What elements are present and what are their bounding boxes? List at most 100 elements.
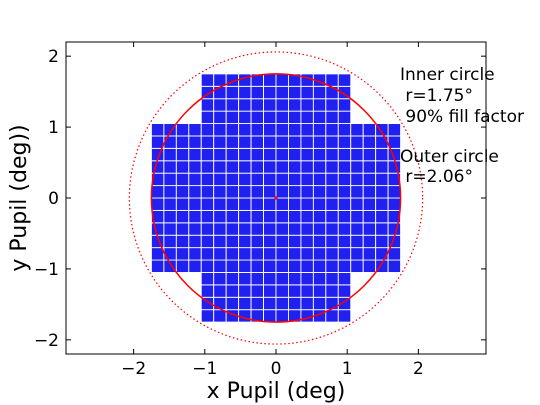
sensor-tile [350, 197, 364, 211]
sensor-tile [300, 110, 314, 124]
sensor-tile [300, 98, 314, 112]
sensor-tile [188, 160, 202, 174]
sensor-tile [213, 222, 227, 236]
sensor-tile [225, 147, 240, 162]
sensor-tile [250, 222, 264, 236]
sensor-tile [250, 234, 264, 249]
sensor-tile [200, 185, 215, 199]
sensor-tile [163, 135, 177, 149]
sensor-tile [188, 135, 202, 149]
sensor-tile [337, 98, 352, 112]
sensor-tile [250, 98, 264, 112]
sensor-tile [375, 222, 389, 236]
sensor-tile [238, 209, 252, 224]
sensor-tile [325, 172, 339, 187]
sensor-tile [200, 147, 215, 162]
sensor-tile [263, 197, 277, 211]
center-markers [274, 196, 278, 200]
sensor-tile [312, 222, 327, 236]
sensor-tile [312, 197, 327, 211]
pupil-circles [128, 51, 424, 345]
sensor-tile [337, 209, 352, 224]
sensor-tile [288, 147, 302, 162]
sensor-tile [225, 197, 240, 211]
sensor-tile [188, 185, 202, 199]
sensor-tile [225, 209, 240, 224]
sensor-tile [238, 160, 252, 174]
sensor-tile [275, 160, 289, 174]
sensor-tile [275, 185, 289, 199]
sensor-tile [213, 160, 227, 174]
sensor-tile [362, 135, 377, 149]
y-tick-label: 0 [48, 189, 59, 209]
sensor-tile [325, 259, 339, 273]
sensor-tile [300, 197, 314, 211]
sensor-tile [275, 234, 289, 249]
sensor-tile [150, 185, 165, 199]
sensor-tile [188, 123, 202, 137]
sensor-tile [163, 185, 177, 199]
sensor-tile [312, 247, 327, 261]
focal-plane-tiles [150, 73, 402, 323]
sensor-tile [275, 135, 289, 149]
x-tick-label: −2 [121, 359, 146, 379]
sensor-tile [163, 197, 177, 211]
sensor-tile [362, 123, 377, 137]
sensor-tile [350, 234, 364, 249]
sensor-tile [325, 272, 339, 286]
sensor-tile [250, 123, 264, 137]
sensor-tile [362, 160, 377, 174]
sensor-tile [275, 85, 289, 100]
sensor-tile [375, 185, 389, 199]
sensor-tile [213, 147, 227, 162]
sensor-tile [200, 110, 215, 124]
sensor-tile [288, 110, 302, 124]
sensor-tile [350, 222, 364, 236]
sensor-tile [213, 272, 227, 286]
sensor-tile [250, 85, 264, 100]
sensor-tile [213, 247, 227, 261]
sensor-tile [275, 172, 289, 187]
sensor-tile [263, 284, 277, 298]
sensor-tile [225, 98, 240, 112]
sensor-tile [250, 110, 264, 124]
sensor-tile [238, 185, 252, 199]
sensor-tile [263, 259, 277, 273]
sensor-tile [150, 222, 165, 236]
sensor-tile [175, 185, 190, 199]
sensor-tile [188, 172, 202, 187]
sensor-tile [188, 222, 202, 236]
sensor-tile [263, 85, 277, 100]
sensor-tile [263, 147, 277, 162]
sensor-tile [213, 98, 227, 112]
sensor-tile [188, 259, 202, 273]
sensor-tile [213, 234, 227, 249]
sensor-tile [263, 309, 277, 323]
sensor-tile [200, 222, 215, 236]
sensor-tile [200, 98, 215, 112]
sensor-tile [263, 123, 277, 137]
sensor-tile [225, 259, 240, 273]
sensor-tile [325, 110, 339, 124]
sensor-tile [263, 247, 277, 261]
sensor-tile [175, 259, 190, 273]
sensor-tile [250, 147, 264, 162]
sensor-tile [362, 209, 377, 224]
sensor-tile [312, 147, 327, 162]
sensor-tile [275, 123, 289, 137]
sensor-tile [387, 123, 402, 137]
sensor-tile [350, 135, 364, 149]
sensor-tile [375, 247, 389, 261]
sensor-tile [213, 284, 227, 298]
sensor-tile [288, 123, 302, 137]
sensor-tile [188, 234, 202, 249]
sensor-tile [288, 209, 302, 224]
sensor-tile [387, 185, 402, 199]
sensor-tile [300, 222, 314, 236]
sensor-tile [325, 209, 339, 224]
sensor-tile [263, 296, 277, 311]
x-tick-label: −1 [192, 359, 217, 379]
sensor-tile [275, 247, 289, 261]
sensor-tile [337, 272, 352, 286]
